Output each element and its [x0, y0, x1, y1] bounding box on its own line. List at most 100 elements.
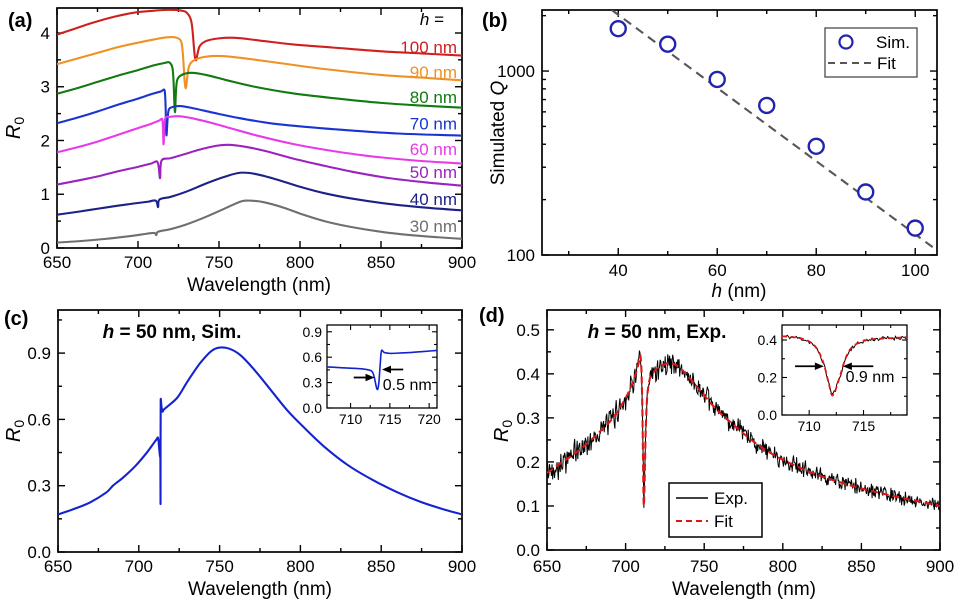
arrowhead [814, 362, 824, 371]
y-tick-label: 0.2 [516, 453, 540, 472]
x-axis-label-a: Wavelength (nm) [187, 275, 331, 296]
spectrum-40nm [57, 171, 462, 216]
y-tick-label: 0.4 [516, 365, 540, 384]
x-tick-label: 800 [286, 557, 314, 576]
x-tick-label: 900 [448, 253, 476, 272]
axes-frame [541, 9, 938, 256]
y-tick-label: 0.4 [758, 332, 778, 348]
x-axis-label-b: h (nm) [712, 281, 767, 302]
sim-spectrum-curve [58, 346, 462, 516]
panel-label-b: (b) [482, 10, 508, 32]
y-tick-label: 0.0 [758, 407, 778, 423]
panel-label-c: (c) [4, 308, 29, 330]
x-tick-label: 850 [367, 253, 395, 272]
legend-label: Fit [714, 512, 733, 531]
sim-q-point [906, 219, 924, 237]
x-tick-label: 900 [448, 557, 476, 576]
panel-label-a: (a) [8, 10, 33, 32]
fit-spectrum-curve [547, 354, 940, 508]
x-tick-label: 750 [205, 557, 233, 576]
x-tick-label: 700 [125, 557, 153, 576]
inset-sim-curve [326, 349, 438, 391]
legend-d: Exp. Fit [668, 482, 763, 538]
x-tick-label: 650 [44, 557, 72, 576]
arrowhead [382, 365, 391, 374]
curve-label-50nm: 50 nm [410, 163, 457, 182]
y-tick-label: 2 [41, 131, 50, 150]
y-tick-label: 0.1 [516, 497, 540, 516]
y-tick-label: 0.5 [516, 321, 540, 340]
panel-d: 650 700 750 800 850 900 0.0 0.1 0.2 0.3 0.4 0.5 Wave… [491, 309, 954, 600]
y-tick-label: 0.2 [758, 370, 778, 386]
y-tick-label: 3 [41, 78, 50, 97]
series-legend-title: h = [420, 10, 444, 29]
x-tick-label: 720 [417, 411, 441, 427]
y-tick-label: 0.3 [516, 409, 540, 428]
y-tick-label: 0 [41, 239, 50, 258]
legend-label: Sim. [876, 33, 910, 52]
x-tick-label: 710 [797, 418, 821, 434]
curve-label-80nm: 80 nm [410, 88, 457, 107]
arrowhead [842, 362, 852, 371]
y-axis-label-a: R0 [3, 117, 27, 139]
y-tick-label: 100 [507, 246, 535, 265]
y-axis-label-d: R0 [491, 420, 515, 442]
panel-label-d: (d) [479, 305, 505, 327]
x-tick-label: 850 [367, 557, 395, 576]
curve-label-60nm: 60 nm [410, 140, 457, 159]
inset-fit-curve [781, 335, 908, 397]
y-tick-label: 1 [41, 185, 50, 204]
x-tick-label: 100 [901, 261, 929, 280]
spectrum-50nm [57, 143, 462, 187]
x-tick-label: 800 [769, 557, 797, 576]
y-tick-label: 4 [41, 24, 50, 43]
curve-label-30nm: 30 nm [410, 217, 457, 236]
sim-q-point [609, 19, 627, 38]
x-tick-label: 850 [847, 557, 875, 576]
x-axis-label-d: Wavelength (nm) [672, 579, 816, 600]
x-tick-label: 40 [609, 261, 628, 280]
x-axis-label-c: Wavelength (nm) [188, 579, 332, 600]
legend-b: Sim. Fit [824, 27, 918, 78]
y-tick-label: 1000 [497, 62, 535, 81]
panel-c: 650 700 750 800 850 900 0.0 0.3 0.6 0.9 Wavelength… [3, 309, 476, 600]
sim-q-point [807, 137, 825, 155]
sim-q-point [758, 96, 776, 115]
x-tick-label: 60 [708, 261, 727, 280]
arrowhead [365, 373, 375, 382]
y-tick-label: 0.6 [303, 349, 323, 365]
legend-box [668, 482, 763, 538]
y-tick-label: 0.0 [516, 541, 540, 560]
x-tick-label: 710 [339, 411, 363, 427]
legend-box [824, 27, 918, 78]
legend-label: Exp. [714, 489, 748, 508]
axes-frame [326, 324, 438, 409]
panel-c-title: h = 50 nm, Sim. [103, 322, 242, 343]
linewidth-note-c: 0.5 nm [383, 377, 432, 394]
spectrum-80nm [57, 61, 462, 114]
y-tick-label: 0.0 [27, 543, 51, 562]
y-axis-label-b: Simulated Q [488, 81, 509, 186]
spectrum-60nm [57, 115, 462, 165]
x-tick-label: 750 [690, 557, 718, 576]
y-tick-label: 0.9 [303, 324, 323, 340]
legend-label: Fit [877, 54, 896, 73]
spectrum-30nm [57, 199, 462, 244]
spectrum-70nm [57, 88, 462, 137]
x-tick-label: 750 [205, 253, 233, 272]
x-tick-label: 650 [533, 557, 561, 576]
x-tick-label: 715 [378, 411, 402, 427]
x-tick-label: 800 [286, 253, 314, 272]
panel-a: 650 700 750 800 850 900 0 1 2 3 4 Wavelength (nm) R0… [3, 7, 476, 296]
y-tick-label: 0.0 [303, 400, 323, 416]
y-tick-label: 0.6 [27, 410, 51, 429]
x-tick-label: 700 [611, 557, 639, 576]
x-tick-label: 900 [926, 557, 954, 576]
sim-q-point [857, 183, 875, 201]
panel-d-title: h = 50 nm, Exp. [588, 322, 727, 343]
exp-spectrum-curve [547, 350, 940, 513]
y-tick-label: 0.9 [27, 344, 51, 363]
curve-label-70nm: 70 nm [410, 115, 457, 134]
